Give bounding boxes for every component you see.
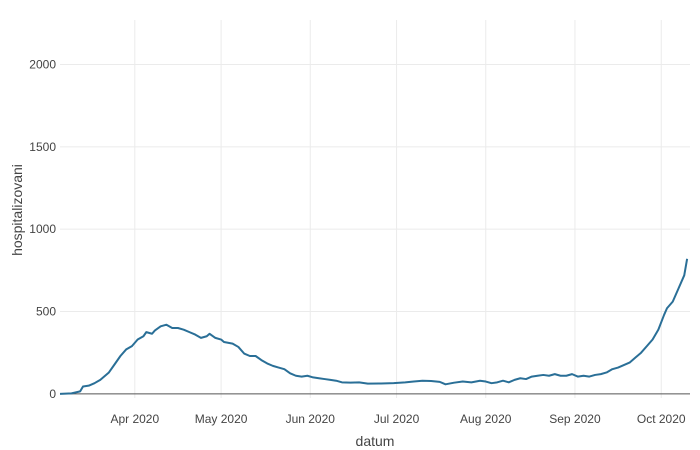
- x-tick-label: Jul 2020: [374, 412, 420, 426]
- x-tick-label: Apr 2020: [110, 412, 159, 426]
- x-tick-labels: Apr 2020 May 2020 Jun 2020 Jul 2020 Aug 2020…: [110, 412, 685, 426]
- x-tick-label: Jun 2020: [286, 412, 336, 426]
- y-tick-label: 2000: [29, 57, 56, 71]
- y-tick-label: 1000: [29, 222, 56, 236]
- y-tick-label: 1500: [29, 140, 56, 154]
- x-tick-label: May 2020: [195, 412, 248, 426]
- series-line: [59, 258, 689, 395]
- y-tick-label: 0: [49, 387, 56, 401]
- x-tick-label: Sep 2020: [549, 412, 601, 426]
- y-tick-label: 500: [36, 305, 56, 319]
- grid-lines: [60, 20, 690, 398]
- series-lines: [59, 258, 689, 395]
- x-tick-label: Oct 2020: [637, 412, 686, 426]
- x-tick-label: Aug 2020: [460, 412, 512, 426]
- y-axis-title: hospitalizovani: [9, 164, 25, 256]
- y-tick-labels: 0 500 1000 1500 2000: [29, 57, 56, 400]
- x-axis-title: datum: [356, 433, 395, 449]
